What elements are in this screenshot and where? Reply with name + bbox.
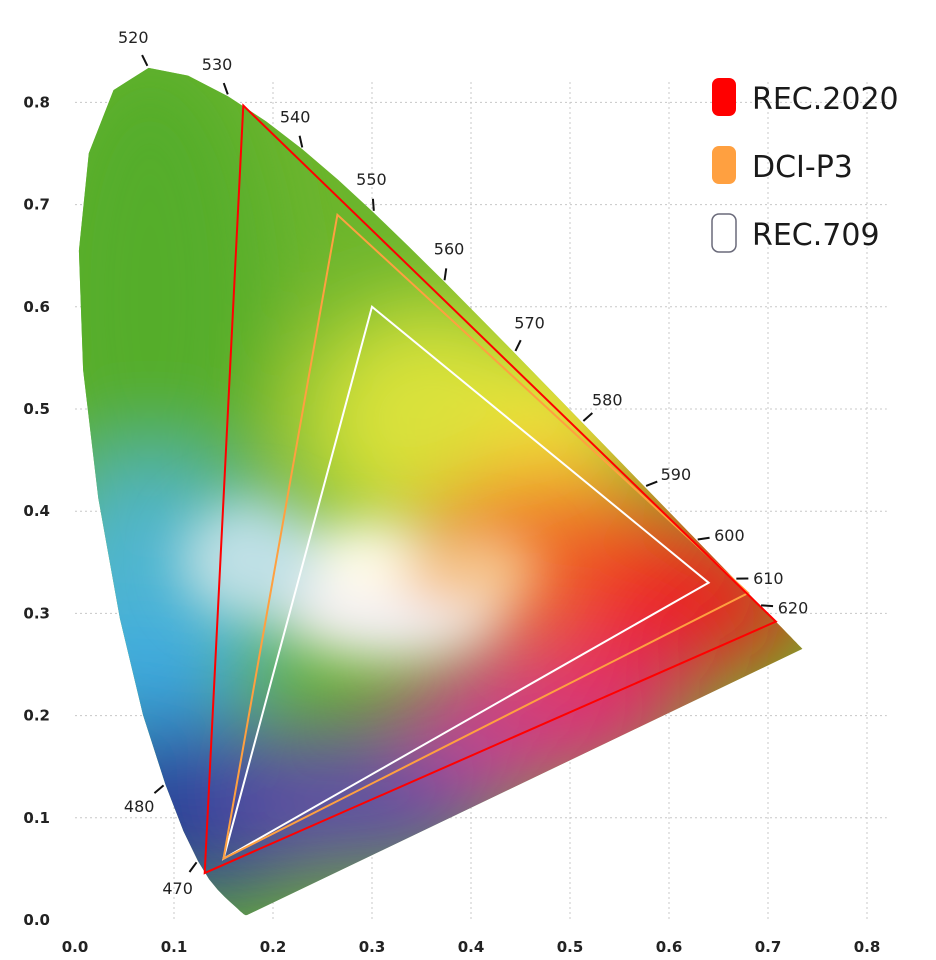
x-tick-label: 0.7 <box>755 938 782 956</box>
x-tick-label: 0.5 <box>557 938 584 956</box>
tick-520 <box>141 54 149 67</box>
gamut-triangles <box>203 103 778 875</box>
x-tick-label: 0.4 <box>458 938 485 956</box>
wavelength-label-530: 530 <box>202 55 233 74</box>
wavelength-label-520: 520 <box>118 28 149 47</box>
wavelength-label-580: 580 <box>592 391 623 410</box>
y-tick-label: 0.3 <box>23 604 50 622</box>
y-tick-label: 0.5 <box>23 400 50 418</box>
tick-600 <box>697 536 710 541</box>
y-tick-label: 0.4 <box>23 502 50 520</box>
x-tick-label: 0.0 <box>62 938 89 956</box>
x-tick-label: 0.2 <box>260 938 287 956</box>
tick-470 <box>188 861 198 873</box>
wavelength-label-470: 470 <box>162 879 193 898</box>
rec-2020-triangle <box>203 103 778 875</box>
legend: REC.2020 DCI-P3 REC.709 <box>711 78 899 253</box>
y-tick-label: 0.6 <box>23 298 50 316</box>
tick-550 <box>371 198 375 211</box>
wavelength-label-600: 600 <box>714 526 745 545</box>
wavelength-label-570: 570 <box>514 313 545 332</box>
x-tick-label: 0.3 <box>359 938 386 956</box>
wavelength-label-480: 480 <box>124 797 155 816</box>
tick-480 <box>153 784 165 794</box>
y-tick-label: 0.8 <box>23 93 50 111</box>
tick-540 <box>298 135 304 148</box>
x-tick-label: 0.1 <box>161 938 188 956</box>
legend-label: REC.709 <box>752 218 880 253</box>
wavelength-label-540: 540 <box>280 107 311 126</box>
y-tick-label: 0.7 <box>23 196 50 214</box>
tick-580 <box>582 412 594 422</box>
axis-tick-labels: 0.0 0.1 0.2 0.3 0.4 0.5 0.6 0.7 0.8 0.0 0.1 0.2 0.3 0… <box>23 93 880 956</box>
legend-label: REC.2020 <box>752 82 899 117</box>
wavelength-label-620: 620 <box>778 598 809 617</box>
x-tick-label: 0.8 <box>854 938 881 956</box>
tick-590 <box>645 480 658 487</box>
legend-swatch <box>712 78 736 116</box>
dci-p3-triangle <box>222 212 750 861</box>
legend-swatch <box>711 213 737 253</box>
wavelength-label-590: 590 <box>661 465 692 484</box>
tick-570 <box>514 339 522 352</box>
tick-560 <box>443 268 448 281</box>
y-tick-label: 0.0 <box>23 911 50 929</box>
tick-530 <box>222 82 229 95</box>
rec-709-triangle <box>221 305 711 861</box>
x-tick-label: 0.6 <box>656 938 683 956</box>
wavelength-label-550: 550 <box>356 170 387 189</box>
legend-label: DCI-P3 <box>752 150 853 185</box>
y-tick-label: 0.1 <box>23 809 50 827</box>
wavelength-ticks: 470 480 520 530 540 550 560 570 580 590 600 610 620 <box>118 28 808 898</box>
y-tick-label: 0.2 <box>23 707 50 725</box>
wavelength-label-560: 560 <box>434 240 465 259</box>
tick-620 <box>761 604 774 608</box>
wavelength-label-610: 610 <box>753 569 784 588</box>
legend-swatch <box>712 146 736 184</box>
